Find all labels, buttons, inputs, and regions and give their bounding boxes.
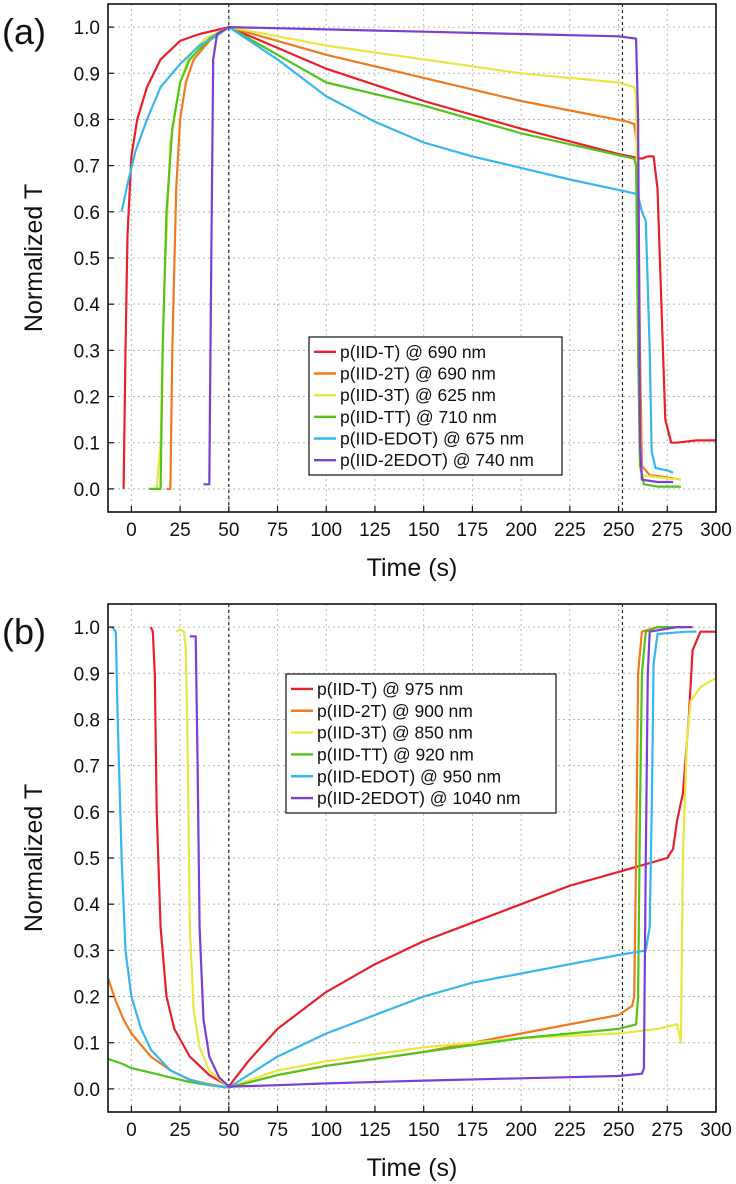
x-tick-label: 50 [218, 520, 239, 541]
x-tick-label: 250 [603, 520, 635, 541]
panel-label: (a) [2, 11, 46, 52]
x-tick-label: 125 [359, 1120, 391, 1141]
y-tick-label: 0.2 [74, 988, 100, 1009]
series-line [175, 628, 716, 1089]
y-tick-label: 1.0 [74, 18, 100, 39]
series-line [189, 626, 693, 1088]
x-tick-label: 300 [700, 1120, 732, 1141]
y-axis-label: Normalized T [20, 784, 48, 932]
y-tick-label: 0.6 [74, 203, 100, 224]
y-tick-label: 0.9 [74, 664, 100, 685]
legend-entry: p(IID-2T) @ 690 nm [340, 364, 496, 384]
x-tick-label: 25 [170, 520, 191, 541]
y-tick-label: 0.3 [74, 341, 100, 362]
y-tick-label: 0.4 [74, 895, 101, 916]
x-tick-label: 300 [700, 520, 732, 541]
x-tick-label: 25 [170, 1120, 191, 1141]
x-tick-label: 175 [457, 520, 489, 541]
y-tick-label: 0.8 [74, 110, 100, 131]
panel-b: 0 25 50 75 100 125 150 175 200 225 250 275 300 0.0 0.1… [2, 603, 732, 1182]
x-tick-label: 275 [651, 1120, 683, 1141]
legend: p(IID-T) @ 690 nmp(IID-2T) @ 690 nmp(IID… [308, 336, 563, 476]
x-tick-label: 275 [651, 520, 683, 541]
x-tick-label: 200 [505, 1120, 537, 1141]
x-tick-label: 100 [310, 1120, 342, 1141]
y-tick-label: 0.9 [74, 64, 100, 85]
legend-entry: p(IID-2EDOT) @ 740 nm [340, 450, 534, 470]
legend-entry: p(IID-2EDOT) @ 1040 nm [317, 788, 521, 808]
x-tick-label: 0 [126, 520, 137, 541]
legend-entry: p(IID-3T) @ 625 nm [340, 385, 496, 405]
x-tick-label: 0 [126, 1120, 137, 1141]
y-tick-label: 0.5 [74, 249, 100, 270]
series-line [122, 26, 716, 489]
y-tick-label: 1.0 [74, 618, 100, 639]
y-tick-label: 0.5 [74, 849, 100, 870]
y-tick-label: 0.6 [74, 803, 100, 824]
y-axis-label: Normalized T [20, 184, 48, 332]
legend-entry: p(IID-TT) @ 710 nm [340, 407, 497, 427]
x-tick-label: 175 [457, 1120, 489, 1141]
series-line [149, 626, 716, 1088]
panel-label: (b) [2, 611, 46, 652]
x-axis-label: Time (s) [367, 554, 458, 582]
series-line [120, 26, 674, 474]
legend-entry: p(IID-3T) @ 850 nm [317, 723, 473, 743]
x-axis-label: Time (s) [367, 1154, 458, 1182]
y-tick-label: 0.4 [74, 295, 101, 316]
legend-box [285, 673, 557, 814]
legend-entry: p(IID-EDOT) @ 675 nm [340, 429, 524, 449]
legend-entry: p(IID-TT) @ 920 nm [317, 744, 474, 764]
x-tick-label: 50 [218, 1120, 239, 1141]
y-tick-label: 0.2 [74, 388, 100, 409]
legend-entry: p(IID-T) @ 975 nm [317, 679, 463, 699]
y-tick-label: 0.1 [74, 434, 100, 455]
x-tick-label: 200 [505, 520, 537, 541]
legend: p(IID-T) @ 975 nmp(IID-2T) @ 900 nmp(IID… [285, 673, 557, 814]
x-tick-label: 125 [359, 520, 391, 541]
x-tick-label: 250 [603, 1120, 635, 1141]
y-tick-label: 0.7 [74, 157, 100, 178]
y-tick-label: 0.0 [74, 1080, 100, 1101]
y-tick-label: 0.0 [74, 480, 100, 501]
x-tick-label: 225 [554, 1120, 586, 1141]
x-tick-label: 100 [310, 520, 342, 541]
y-tick-label: 0.7 [74, 757, 100, 778]
series-line [111, 626, 697, 1089]
series-line [108, 626, 687, 1089]
legend-box [308, 336, 563, 476]
y-tick-label: 0.1 [74, 1034, 100, 1055]
legend-entry: p(IID-2T) @ 900 nm [317, 701, 473, 721]
x-tick-label: 150 [408, 520, 440, 541]
legend-entry: p(IID-EDOT) @ 950 nm [317, 766, 501, 786]
series-line [203, 26, 674, 486]
x-tick-label: 150 [408, 1120, 440, 1141]
x-tick-label: 225 [554, 520, 586, 541]
x-tick-label: 75 [267, 1120, 288, 1141]
series-line [166, 26, 682, 490]
panel-a: 0 25 50 75 100 125 150 175 200 225 250 275 300 0.0 0.1… [2, 3, 732, 582]
y-tick-label: 0.3 [74, 941, 100, 962]
series-group [120, 26, 716, 490]
series-group [108, 626, 716, 1089]
legend-entry: p(IID-T) @ 690 nm [340, 342, 486, 362]
x-tick-label: 75 [267, 520, 288, 541]
y-tick-label: 0.8 [74, 710, 100, 731]
